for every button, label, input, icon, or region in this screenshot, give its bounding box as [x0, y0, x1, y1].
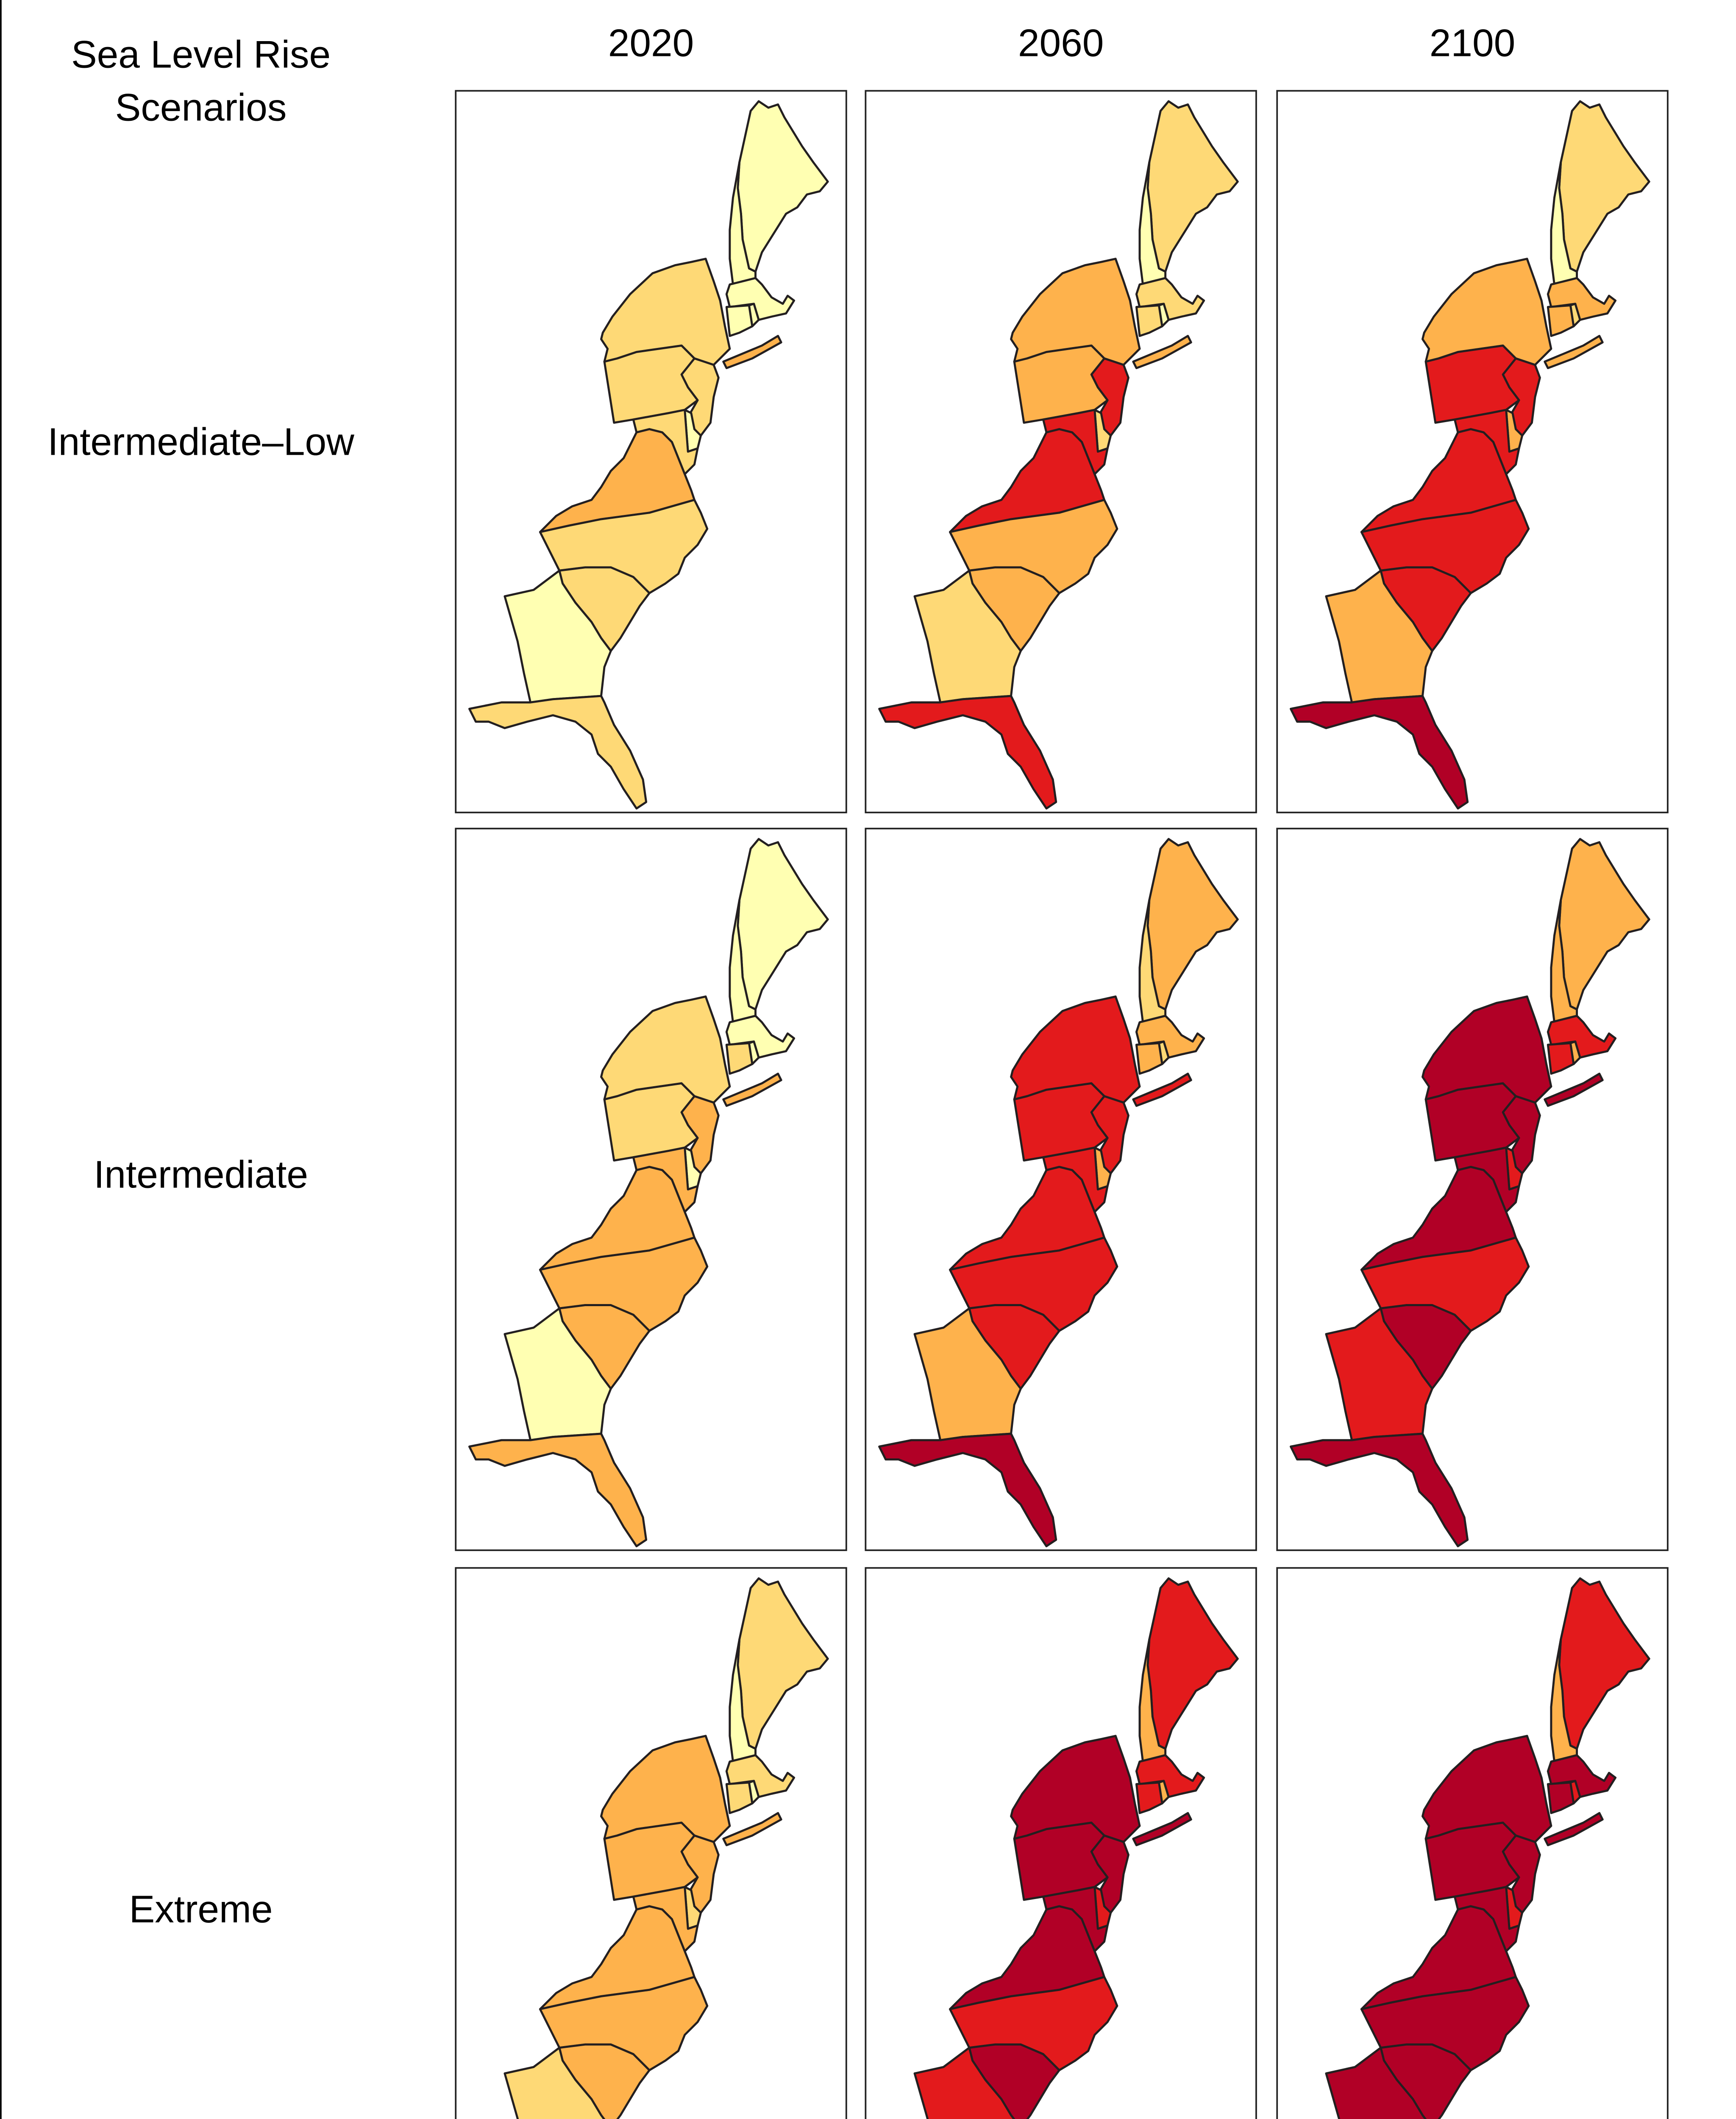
state-ct: [1547, 1042, 1575, 1075]
map-panel-extreme-2060: [865, 1567, 1257, 2119]
state-me: [1146, 1577, 1239, 1750]
state-li: [1132, 1072, 1192, 1107]
state-ga: [913, 569, 1022, 704]
state-li: [1132, 335, 1192, 369]
row-label-intermediate-low: Intermediate–Low: [47, 421, 354, 465]
state-map: [504, 1577, 829, 2119]
state-li: [1544, 335, 1604, 369]
state-li: [722, 1812, 782, 1846]
state-map: [878, 100, 1239, 810]
map-panel-intermediate-low-2100: [1276, 90, 1669, 814]
state-fl: [1289, 695, 1469, 810]
corner-title: Sea Level Rise Scenarios: [0, 29, 402, 135]
column-header-2100: 2100: [1429, 22, 1516, 66]
state-ga: [504, 569, 612, 704]
state-map: [1325, 1577, 1650, 2119]
map-panel-intermediate-low-2060: [865, 90, 1257, 814]
state-fl: [878, 1432, 1057, 1547]
state-map: [468, 838, 829, 1547]
state-li: [1544, 1812, 1604, 1846]
state-li: [722, 1072, 782, 1107]
state-me: [1146, 100, 1239, 273]
state-me: [737, 838, 829, 1011]
state-map: [913, 1577, 1239, 2119]
state-me: [737, 1577, 829, 1750]
corner-title-line2: Scenarios: [115, 86, 287, 131]
left-border-line: [0, 0, 2, 2119]
state-ga: [913, 2047, 1015, 2119]
state-fl: [468, 1432, 648, 1547]
map-panel-extreme-2020: [455, 1567, 847, 2119]
state-ga: [1325, 1307, 1433, 1441]
state-li: [1132, 1812, 1192, 1846]
state-fl: [468, 695, 648, 810]
row-label-intermediate: Intermediate: [94, 1154, 309, 1198]
state-map: [1289, 838, 1650, 1547]
state-fl: [878, 695, 1057, 810]
column-header-2060: 2060: [1018, 22, 1104, 66]
state-me: [1558, 1577, 1650, 1750]
state-ct: [725, 1781, 754, 1814]
state-me: [1558, 100, 1650, 273]
state-ga: [1325, 569, 1433, 704]
column-header-2020: 2020: [608, 22, 694, 66]
state-ct: [725, 1042, 754, 1075]
state-me: [1558, 838, 1650, 1011]
state-map: [878, 838, 1239, 1547]
state-ct: [725, 304, 754, 337]
map-panel-extreme-2100: [1276, 1567, 1669, 2119]
map-panel-intermediate-2020: [455, 828, 847, 1551]
corner-title-line1: Sea Level Rise: [71, 33, 331, 78]
state-me: [1146, 838, 1239, 1011]
state-ct: [1135, 304, 1163, 337]
map-panel-intermediate-2060: [865, 828, 1257, 1551]
state-ga: [1325, 2047, 1427, 2119]
state-ga: [504, 2047, 606, 2119]
state-map: [468, 100, 829, 810]
state-me: [737, 100, 829, 273]
state-ct: [1135, 1042, 1163, 1075]
row-label-extreme: Extreme: [129, 1888, 273, 1932]
state-li: [722, 335, 782, 369]
map-panel-intermediate-low-2020: [455, 90, 847, 814]
map-panel-intermediate-2100: [1276, 828, 1669, 1551]
state-li: [1544, 1072, 1604, 1107]
state-ga: [913, 1307, 1022, 1441]
state-map: [1289, 100, 1650, 810]
state-ct: [1547, 1781, 1575, 1814]
state-ga: [504, 1307, 612, 1441]
state-ct: [1547, 304, 1575, 337]
state-fl: [1289, 1432, 1469, 1547]
state-ct: [1135, 1781, 1163, 1814]
